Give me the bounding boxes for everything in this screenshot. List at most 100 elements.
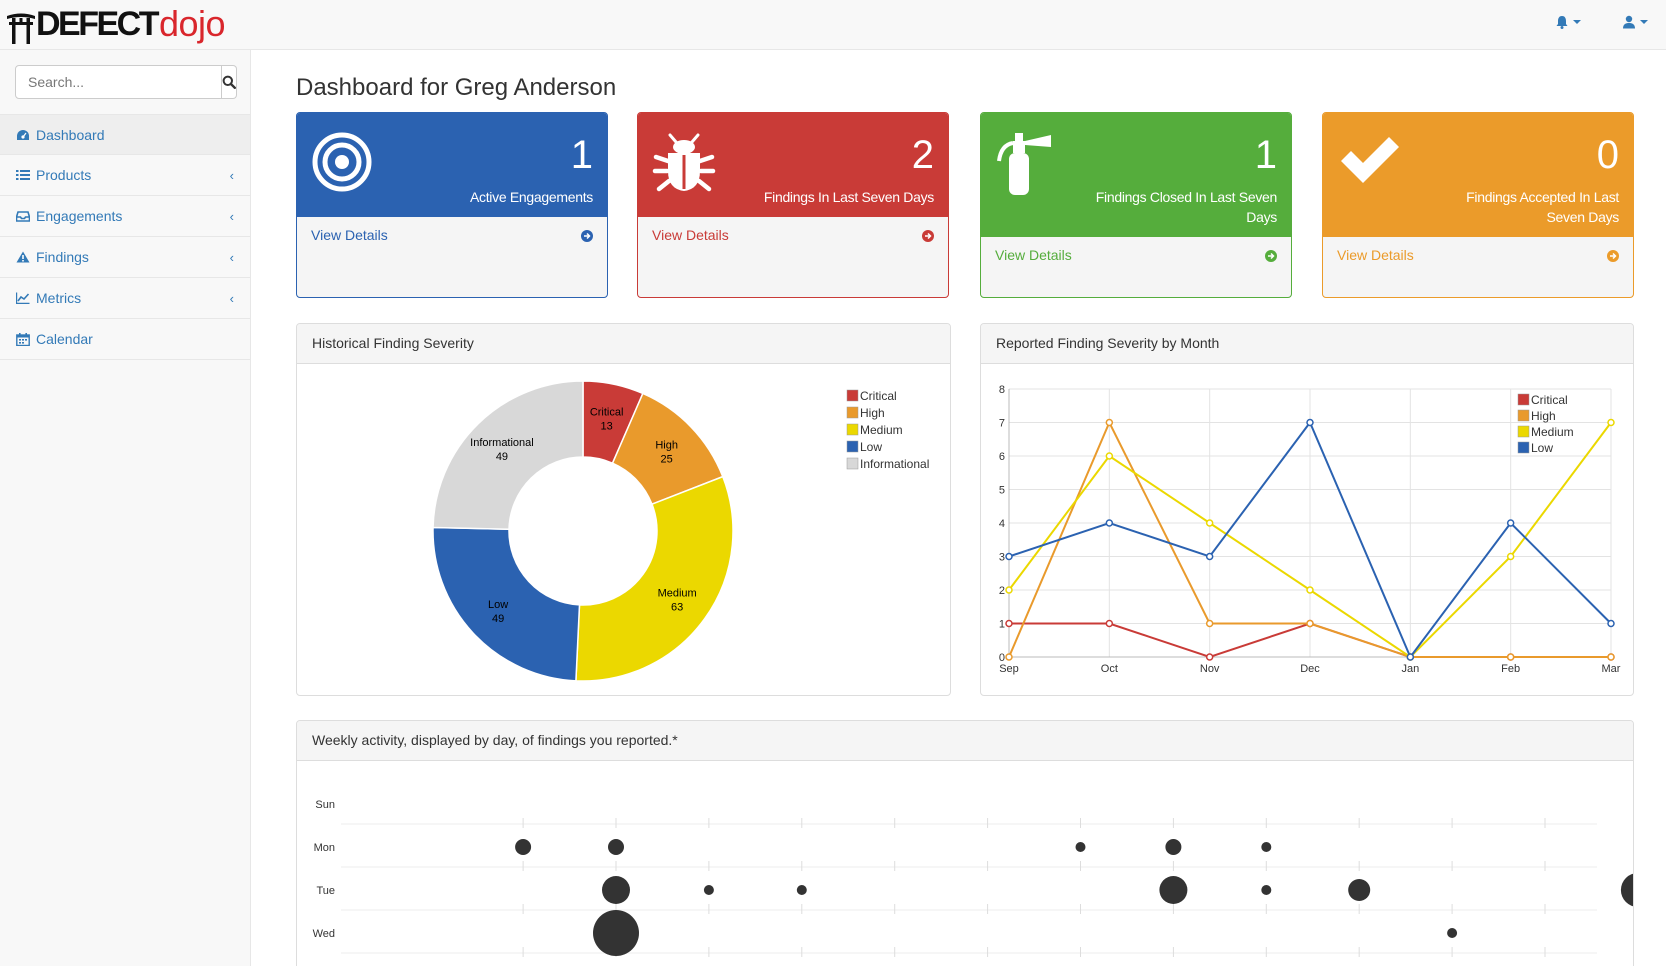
legend-label: Low <box>1531 441 1553 455</box>
user-menu[interactable] <box>1622 15 1648 29</box>
search-button[interactable] <box>222 65 237 99</box>
y-tick-label: 4 <box>999 518 1005 530</box>
slice-label: Medium <box>658 588 697 600</box>
x-tick-label: Mar <box>1602 663 1621 675</box>
stat-label-line: Days <box>1246 209 1277 225</box>
view-details-label: View Details <box>995 247 1072 263</box>
donut-slice-low <box>432 526 581 682</box>
bullseye-icon <box>312 132 372 192</box>
sidebar: Dashboard Products ‹ Engagements ‹ <box>0 50 251 966</box>
weekly-activity-panel: Weekly activity, displayed by day, of fi… <box>296 720 1634 966</box>
fire-extinguisher-icon <box>997 133 1051 195</box>
series-point <box>1607 653 1615 661</box>
sidebar-item-metrics[interactable]: Metrics ‹ <box>0 278 250 319</box>
stat-card-header: 1 Findings Closed In Last Seven Days <box>981 113 1291 237</box>
legend-swatch <box>846 457 859 470</box>
view-details-label: View Details <box>1337 247 1414 263</box>
search-form <box>15 65 237 99</box>
slice-value: 49 <box>492 613 504 625</box>
activity-dot <box>796 885 807 895</box>
series-point <box>1306 418 1314 427</box>
legend-swatch <box>846 406 859 419</box>
y-tick-label: 8 <box>999 384 1005 396</box>
view-details-link[interactable]: View Details <box>297 217 607 297</box>
view-details-link[interactable]: View Details <box>981 237 1291 297</box>
activity-dot <box>602 876 630 904</box>
series-point <box>1406 653 1415 661</box>
slice-label: High <box>655 440 678 452</box>
series-point <box>1205 653 1214 661</box>
slice-label: Low <box>488 599 508 611</box>
view-details-link[interactable]: View Details <box>638 217 948 297</box>
series-point <box>1005 619 1013 628</box>
severity-line-chart: 0 1 2 3 4 5 6 7 8 Sep Oct Nov Dec Jan Feb Mar Critical Hi… <box>999 384 1621 675</box>
bell-icon <box>1556 16 1568 29</box>
stat-label-line: Active Engagements <box>469 189 593 205</box>
stat-card-findings-seven-days: 2 Findings In Last Seven Days View Detai… <box>637 112 949 298</box>
x-tick-label: Oct <box>1101 663 1118 675</box>
arrow-circle-right-icon <box>1607 250 1619 262</box>
series-point <box>1005 552 1013 561</box>
calendar-icon <box>16 332 30 346</box>
activity-dot <box>1447 928 1458 938</box>
search-icon <box>222 75 236 89</box>
legend-label: Critical <box>1531 393 1568 407</box>
arrow-circle-right-icon <box>922 230 934 242</box>
series-point <box>1506 552 1515 561</box>
legend-label: Medium <box>860 423 903 437</box>
activity-dot <box>703 885 714 895</box>
stat-label: Active Engagements <box>470 187 593 207</box>
y-tick-label: 7 <box>999 418 1005 430</box>
series-point <box>1607 418 1615 427</box>
donut-slice-informational <box>432 380 584 531</box>
slice-label: Critical <box>590 406 624 418</box>
legend-label: High <box>860 406 885 420</box>
arrow-circle-right-icon <box>1265 250 1277 262</box>
stat-value: 1 <box>570 133 593 177</box>
x-tick-label: Jan <box>1401 663 1419 675</box>
stat-card-active-engagements: 1 Active Engagements View Details <box>296 112 608 298</box>
x-tick-label: Feb <box>1501 663 1520 675</box>
chevron-left-icon: ‹ <box>229 209 234 224</box>
sidebar-item-dashboard[interactable]: Dashboard <box>0 114 250 155</box>
stat-card-findings-closed: 1 Findings Closed In Last Seven Days Vie… <box>980 112 1292 298</box>
activity-dot <box>1261 842 1272 852</box>
chevron-down-icon <box>1640 20 1648 24</box>
arrow-circle-right-icon <box>581 230 593 242</box>
sidebar-item-products[interactable]: Products ‹ <box>0 155 250 196</box>
line-chart-icon <box>16 292 30 304</box>
sidebar-item-calendar[interactable]: Calendar <box>0 319 250 360</box>
view-details-link[interactable]: View Details <box>1323 237 1633 297</box>
slice-value: 25 <box>661 454 673 466</box>
logo-text-sub: dojo <box>159 3 226 44</box>
stat-label-line: Seven Days <box>1546 209 1620 225</box>
series-point <box>1607 619 1615 628</box>
legend-swatch <box>1517 425 1530 438</box>
stat-label-line: Findings In Last Seven Days <box>763 189 934 205</box>
y-tick-label: 2 <box>999 585 1005 597</box>
sidebar-item-findings[interactable]: Findings ‹ <box>0 237 250 278</box>
stat-value: 2 <box>911 133 934 177</box>
stat-value: 0 <box>1596 133 1619 177</box>
series-point <box>1005 586 1013 594</box>
bug-icon <box>652 133 716 192</box>
chevron-left-icon: ‹ <box>229 168 234 183</box>
series-point <box>1105 519 1114 527</box>
series-point <box>1205 619 1214 628</box>
search-input[interactable] <box>15 65 222 99</box>
panel-title: Weekly activity, displayed by day, of fi… <box>297 721 1633 761</box>
sidebar-item-label: Products <box>36 167 92 183</box>
x-tick-label: Dec <box>1300 663 1320 675</box>
sidebar-item-engagements[interactable]: Engagements ‹ <box>0 196 250 237</box>
inbox-icon <box>16 211 30 222</box>
slice-value: 63 <box>671 602 683 614</box>
severity-donut-chart: Critical 13 High 25 Medium 63 Low 49 Information… <box>432 380 929 682</box>
notifications-menu[interactable] <box>1555 15 1581 29</box>
y-tick-label: 1 <box>999 619 1005 631</box>
legend-swatch <box>846 389 859 402</box>
dashboard-icon <box>17 129 29 140</box>
series-point <box>1105 619 1114 628</box>
defectdojo-logo[interactable]: DEFECT dojo <box>6 3 226 44</box>
activity-dot <box>1075 842 1086 852</box>
legend-swatch <box>846 440 859 453</box>
